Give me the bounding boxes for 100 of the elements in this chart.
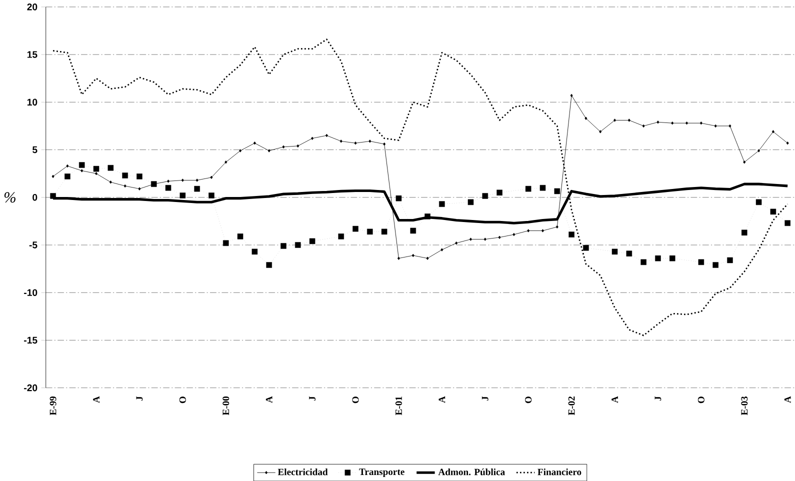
point: [224, 160, 228, 164]
point: [397, 256, 400, 260]
point: [165, 184, 172, 191]
point: [496, 190, 502, 196]
point: [64, 173, 70, 180]
point: [410, 228, 416, 234]
point: [712, 262, 718, 268]
point: [354, 141, 357, 145]
point: [280, 242, 286, 249]
y-tick-label: 5: [32, 146, 38, 154]
x-tick-label: J: [654, 396, 662, 400]
point: [383, 142, 386, 146]
point: [440, 248, 444, 252]
point: [424, 213, 430, 220]
point: [613, 118, 616, 122]
point: [686, 121, 688, 125]
point: [181, 178, 184, 182]
legend-label: Electricidad: [278, 468, 328, 476]
point: [180, 192, 186, 198]
point: [253, 141, 256, 145]
point: [714, 124, 717, 128]
y-tick-label: -10: [24, 289, 38, 296]
point: [167, 179, 170, 183]
point: [540, 184, 546, 191]
point: [626, 250, 632, 256]
point: [93, 166, 100, 172]
point: [758, 149, 760, 152]
x-tick-label: O: [179, 396, 186, 404]
x-tick-label: J: [482, 396, 488, 400]
x-tick-label: A: [93, 396, 100, 403]
point: [108, 164, 114, 171]
point: [669, 255, 676, 262]
point: [208, 192, 214, 198]
point: [612, 248, 618, 254]
point: [599, 130, 602, 134]
x-tick-label: A: [784, 396, 791, 403]
point: [309, 238, 316, 244]
point: [368, 139, 372, 143]
point: [412, 254, 414, 257]
line-series: [52, 38, 788, 336]
point: [95, 172, 98, 176]
point: [338, 233, 344, 240]
point: [122, 172, 128, 178]
point: [124, 184, 126, 188]
point: [527, 229, 530, 232]
x-tick-label: A: [266, 396, 272, 403]
point: [554, 188, 560, 194]
x-tick-label: E-03: [741, 396, 748, 416]
x-tick-label: O: [525, 396, 532, 404]
point: [656, 120, 660, 124]
point: [340, 139, 342, 143]
x-tick-label: A: [438, 396, 446, 403]
point: [772, 130, 774, 134]
legend-label: Admon. Pública: [438, 468, 505, 476]
point: [743, 160, 746, 164]
point: [556, 225, 558, 228]
point: [698, 259, 704, 265]
point: [525, 186, 532, 192]
point: [728, 124, 732, 128]
point: [640, 259, 646, 265]
point: [367, 228, 373, 234]
point: [295, 242, 301, 248]
point: [756, 199, 762, 205]
point: [655, 255, 661, 262]
point: [583, 244, 589, 251]
point: [381, 228, 388, 234]
point: [194, 186, 200, 192]
point: [210, 176, 213, 179]
point: [396, 195, 402, 202]
point: [469, 238, 472, 241]
y-axis-title: %: [4, 192, 16, 202]
x-tick-label: E-02: [568, 396, 575, 416]
point: [266, 262, 272, 268]
point: [584, 116, 588, 120]
y-tick-label: 10: [27, 98, 38, 106]
point: [484, 238, 486, 241]
point: [352, 226, 358, 232]
point: [455, 241, 458, 245]
x-tick-label: J: [309, 396, 316, 400]
point: [282, 145, 285, 148]
point: [770, 208, 776, 214]
point: [439, 201, 445, 207]
x-tick-label: O: [352, 396, 359, 404]
y-tick-label: 0: [32, 194, 38, 201]
point: [700, 121, 702, 125]
point: [482, 192, 488, 199]
point: [512, 232, 516, 236]
point: [222, 240, 229, 246]
point: [268, 149, 270, 152]
point: [80, 169, 84, 172]
point: [325, 134, 328, 137]
y-tick-label: -15: [24, 336, 38, 344]
point: [568, 232, 574, 238]
y-tick-label: 15: [27, 51, 38, 58]
point: [136, 173, 142, 180]
point: [252, 248, 258, 254]
point: [628, 118, 630, 122]
point: [52, 174, 54, 178]
x-tick-label: E-99: [50, 396, 56, 416]
point: [468, 199, 474, 205]
